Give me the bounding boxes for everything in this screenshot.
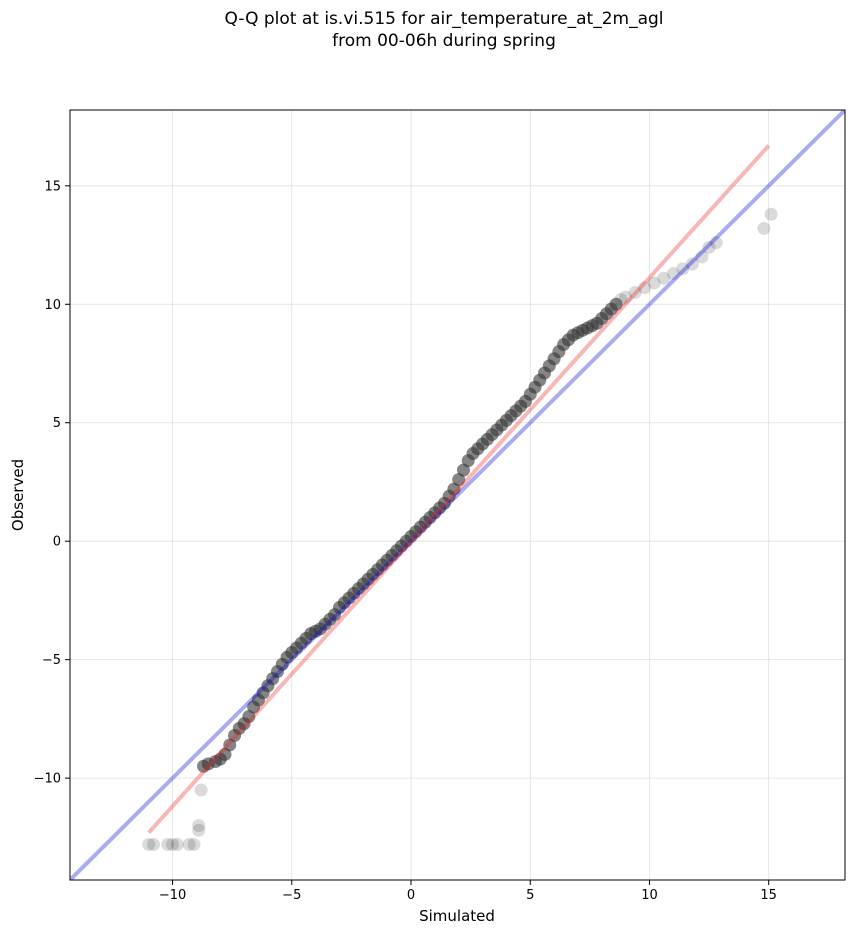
y-axis-label: Observed: [9, 459, 27, 531]
qq-point: [194, 783, 208, 797]
qq-point: [182, 837, 196, 851]
x-tick-label: −10: [159, 888, 186, 903]
qq-point: [142, 837, 156, 851]
qq-point: [166, 837, 180, 851]
qq-point: [702, 240, 716, 254]
chart-title-line1: Q-Q plot at is.vi.515 for air_temperatur…: [224, 9, 664, 29]
identity-line: [70, 110, 845, 880]
qq-point: [709, 236, 723, 250]
data-points: [142, 207, 778, 851]
x-tick-label: 0: [407, 888, 415, 903]
qq-point: [614, 293, 628, 307]
qq-point: [170, 837, 184, 851]
x-tick-label: 10: [641, 888, 658, 903]
qq-point: [192, 819, 206, 833]
y-tick-label: −5: [42, 653, 61, 668]
qq-point: [609, 297, 623, 311]
axis-ticks: −10 −5 0 5 10 15 −10 −5 0 5 10 15: [34, 179, 777, 903]
chart-title-line2: from 00-06h during spring: [332, 31, 556, 51]
qq-point: [757, 221, 771, 235]
qq-point: [676, 262, 690, 276]
qq-point: [146, 837, 160, 851]
plot-frame: [69, 109, 846, 881]
qq-point: [685, 257, 699, 271]
qq-point: [192, 823, 206, 837]
qq-point: [764, 207, 778, 221]
qq-point: [695, 250, 709, 264]
x-tick-label: 5: [526, 888, 534, 903]
qq-point: [628, 285, 642, 299]
qq-point: [161, 837, 175, 851]
x-axis-label: Simulated: [419, 907, 495, 925]
qq-point: [619, 290, 633, 304]
qq-point: [647, 276, 661, 290]
qq-point: [657, 271, 671, 285]
chart-title: Q-Q plot at is.vi.515 for air_temperatur…: [0, 8, 854, 52]
qq-point: [638, 281, 652, 295]
x-tick-label: −5: [282, 888, 301, 903]
y-tick-label: 15: [44, 179, 61, 194]
y-tick-label: 5: [53, 416, 61, 431]
fit-line: [147, 144, 771, 834]
grid-lines: [70, 110, 845, 880]
x-tick-label: 15: [760, 888, 777, 903]
y-tick-label: −10: [34, 772, 61, 787]
qq-point: [666, 266, 680, 280]
y-tick-label: 0: [53, 535, 61, 550]
y-tick-label: 10: [44, 298, 61, 313]
reference-lines: [70, 110, 845, 880]
qq-point: [187, 837, 201, 851]
